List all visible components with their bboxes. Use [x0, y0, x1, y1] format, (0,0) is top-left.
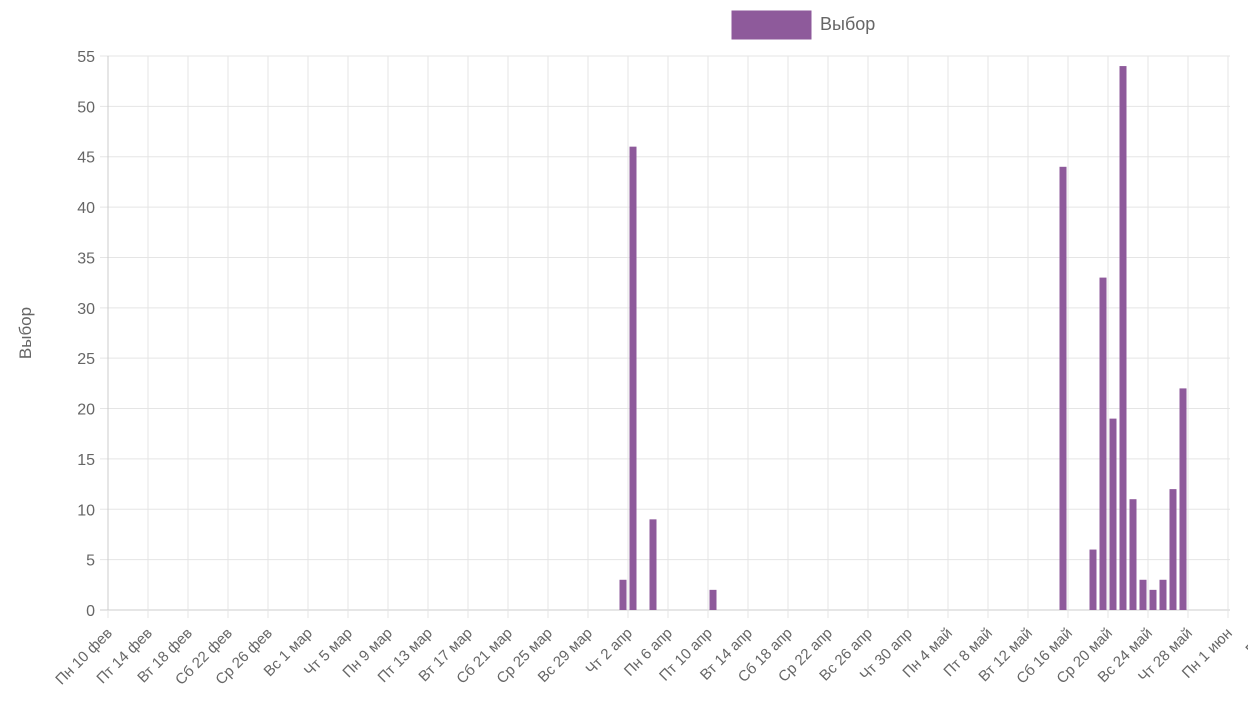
legend-swatch [731, 10, 812, 40]
bar[interactable] [1089, 549, 1097, 610]
y-tick-label: 35 [77, 250, 95, 267]
y-tick-label: 55 [77, 49, 95, 66]
y-tick-label: 10 [77, 502, 95, 519]
bar[interactable] [1159, 579, 1167, 610]
y-tick-label: 40 [77, 200, 95, 217]
y-tick-label: 5 [86, 553, 95, 570]
y-tick-label: 50 [77, 99, 95, 116]
legend-label: Выбор [820, 14, 875, 34]
bar[interactable] [629, 146, 637, 610]
bar[interactable] [1119, 66, 1127, 610]
bars [619, 66, 1187, 611]
legend[interactable]: Выбор [731, 10, 875, 40]
y-tick-label: 30 [77, 301, 95, 318]
bar[interactable] [1059, 166, 1067, 611]
y-tick-label: 45 [77, 150, 95, 167]
bar[interactable] [1129, 499, 1137, 610]
y-tick-label: 0 [86, 603, 95, 620]
bar[interactable] [1179, 388, 1187, 610]
bar[interactable] [709, 589, 717, 610]
bar[interactable] [619, 579, 627, 610]
x-tick-label: Пт 5 [1242, 625, 1248, 658]
bar[interactable] [1099, 277, 1107, 610]
bar[interactable] [1139, 579, 1147, 610]
y-tick-label: 25 [77, 351, 95, 368]
grid [100, 55, 1230, 618]
y-axis-ticks: 0 5 10 15 20 25 30 35 40 45 50 55 [77, 49, 95, 620]
y-axis-label: Выбор [16, 307, 35, 359]
bar[interactable] [1149, 589, 1157, 610]
bar[interactable] [1169, 489, 1177, 610]
bar[interactable] [1109, 418, 1117, 610]
y-tick-label: 15 [77, 452, 95, 469]
bar[interactable] [649, 519, 657, 610]
y-tick-label: 20 [77, 402, 95, 419]
